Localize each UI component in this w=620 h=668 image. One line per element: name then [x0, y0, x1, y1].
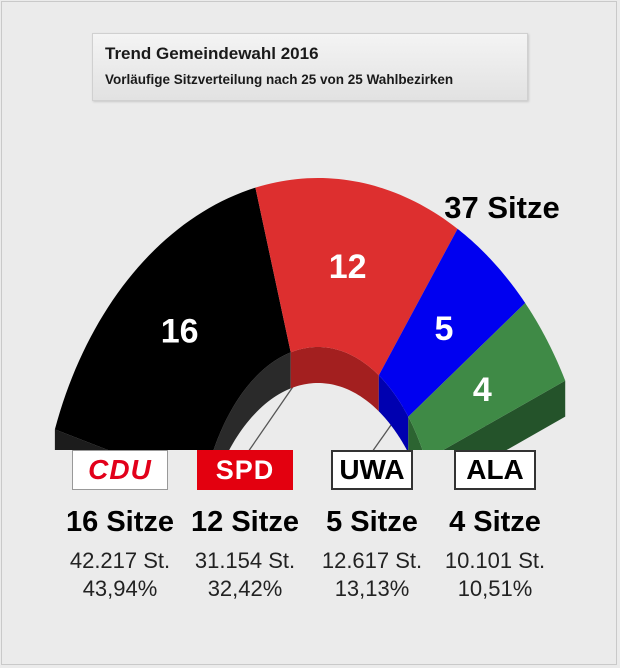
seats-label: 5 Sitze — [326, 506, 418, 538]
seats-label: 16 Sitze — [66, 506, 174, 538]
chart-title: Trend Gemeindewahl 2016 — [105, 44, 319, 63]
segment-value-label: 4 — [473, 371, 492, 409]
segment-value-label: 16 — [161, 313, 199, 351]
seats-label: 12 Sitze — [191, 506, 299, 538]
votes-label: 12.617 St. — [321, 548, 423, 573]
uwa-logo: UWA — [331, 450, 413, 490]
arc-side-spd — [290, 347, 379, 412]
party-column-cdu: CDU 16 Sitze 42.217 St. 43,94% — [55, 450, 185, 603]
party-column-ala: ALA 4 Sitze 10.101 St. 10,51% — [430, 450, 560, 603]
arc-side-cdu — [213, 352, 291, 450]
votes-label: 42.217 St. — [69, 548, 171, 573]
title-box: Trend Gemeindewahl 2016 Vorläufige Sitzv… — [92, 33, 528, 101]
arc-endcap-right — [443, 380, 566, 450]
arc-side-uwa — [378, 375, 409, 450]
cdu-logo: CDU — [72, 450, 168, 490]
percent-label: 32,42% — [207, 576, 283, 601]
arc-segment-cdu — [54, 187, 291, 450]
arc-endcap-left — [54, 429, 108, 450]
segment-value-label: 5 — [435, 310, 454, 348]
votes-label: 31.154 St. — [194, 548, 296, 573]
chart-subtitle: Vorläufige Sitzverteilung nach 25 von 25… — [105, 72, 454, 87]
percent-label: 10,51% — [457, 576, 533, 601]
arc-segment-spd — [255, 178, 458, 376]
percent-label: 43,94% — [82, 576, 158, 601]
arc-segment-ala — [408, 303, 566, 450]
party-column-spd: SPD 12 Sitze 31.154 St. 32,42% — [180, 450, 310, 603]
arc-segment-uwa — [378, 228, 526, 417]
segment-value-label: 12 — [329, 248, 367, 286]
spd-logo: SPD — [197, 450, 293, 490]
percent-label: 13,13% — [334, 576, 410, 601]
seat-arc-chart: 16 12 54 37 Sitze — [54, 178, 566, 450]
total-seats-label: 37 Sitze — [444, 190, 559, 225]
party-column-uwa: UWA 5 Sitze 12.617 St. 13,13% — [307, 450, 437, 603]
ala-logo: ALA — [454, 450, 536, 490]
seats-label: 4 Sitze — [449, 506, 541, 538]
votes-label: 10.101 St. — [444, 548, 546, 573]
arc-side-ala — [408, 416, 423, 450]
